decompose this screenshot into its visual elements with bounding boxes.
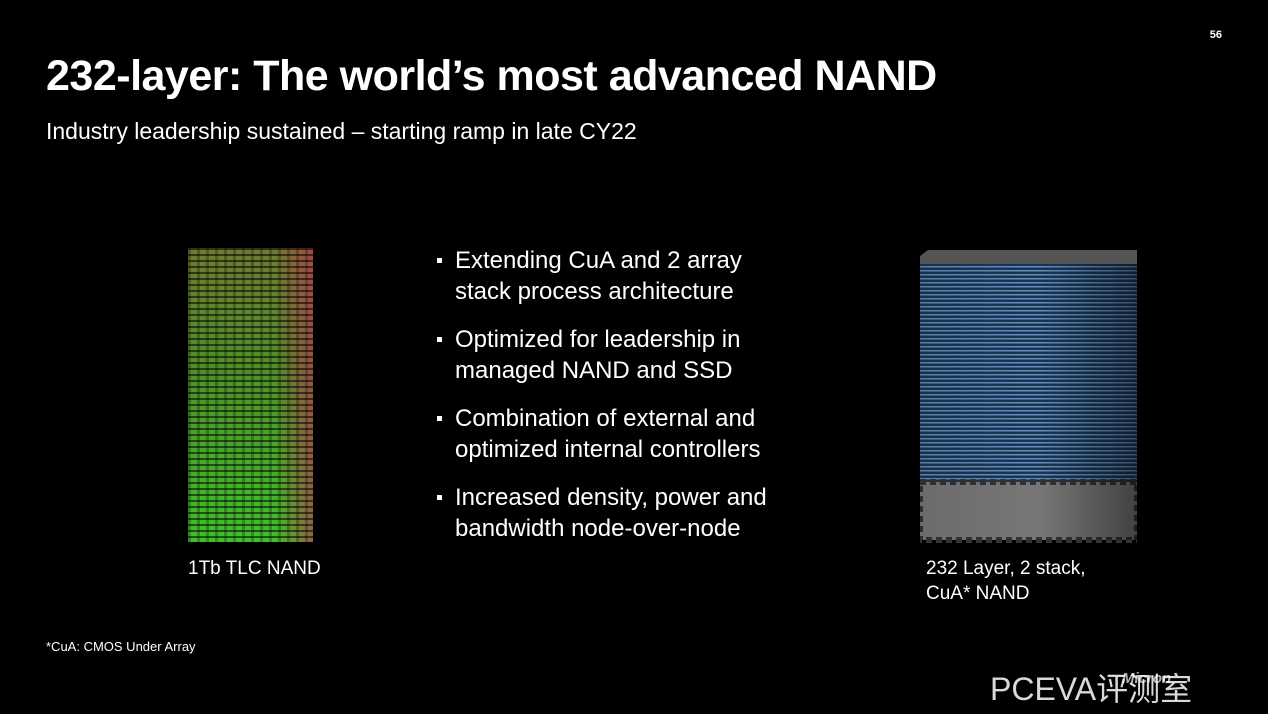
caption-line: 232 Layer, 2 stack, — [926, 558, 1086, 579]
page-number: 56 — [1209, 29, 1222, 41]
footnote: *CuA: CMOS Under Array — [46, 639, 196, 654]
left-caption: 1Tb TLC NAND — [188, 558, 321, 579]
title: 232-layer: The world’s most advanced NAN… — [46, 52, 937, 100]
stack-image — [920, 250, 1137, 543]
subtitle: Industry leadership sustained – starting… — [46, 118, 637, 144]
watermark: PCEVA评测室 — [990, 671, 1193, 707]
caption-line: CuA* NAND — [926, 583, 1030, 604]
bullet: Increased density, power and bandwidth n… — [432, 482, 792, 544]
logo: Micron — [1122, 670, 1172, 687]
die-image — [188, 248, 313, 542]
right-caption: 232 Layer, 2 stack, CuA* NAND — [926, 556, 1086, 606]
bullet: Optimized for leadership in managed NAND… — [432, 324, 792, 386]
bullet: Extending CuA and 2 array stack process … — [432, 245, 792, 307]
bullet: Combination of external and optimized in… — [432, 403, 792, 465]
bullet-list: Extending CuA and 2 array stack process … — [432, 245, 792, 561]
